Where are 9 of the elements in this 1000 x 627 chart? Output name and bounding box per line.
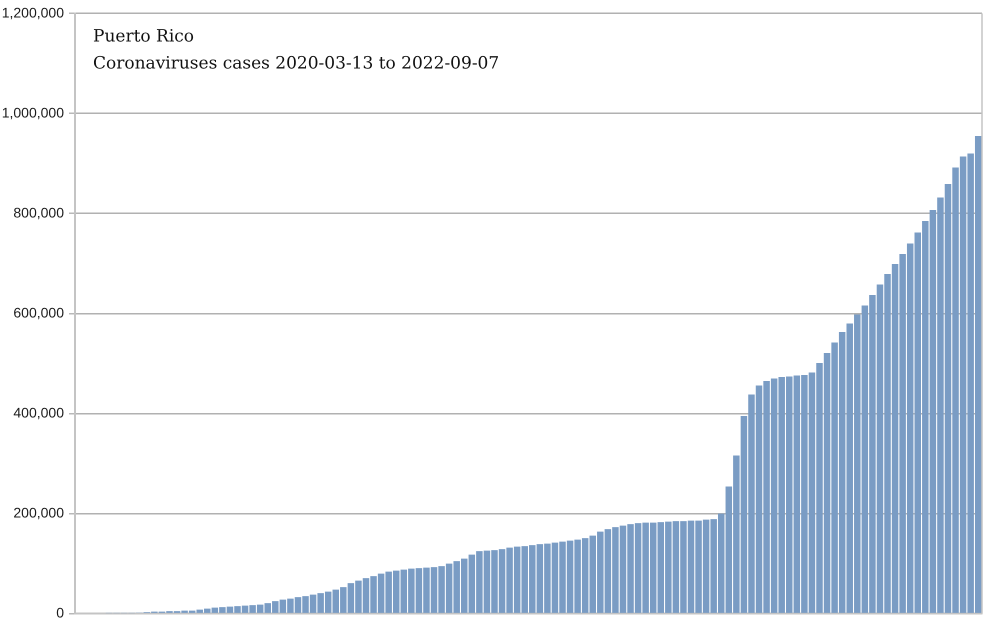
y-tick-label: 800,000 bbox=[13, 204, 64, 220]
y-tick-label: 600,000 bbox=[13, 304, 64, 320]
text: Puerto Rico bbox=[93, 26, 194, 46]
y-tick-label: 0 bbox=[56, 604, 64, 620]
text: Coronaviruses cases 2020-03-13 to 2022-09-07 bbox=[93, 53, 500, 74]
y-tick-label: 400,000 bbox=[13, 404, 64, 420]
y-tick-label: 1,000,000 bbox=[2, 104, 64, 120]
y-tick-label: 1,200,000 bbox=[2, 4, 64, 20]
y-tick-label: 200,000 bbox=[13, 504, 64, 520]
